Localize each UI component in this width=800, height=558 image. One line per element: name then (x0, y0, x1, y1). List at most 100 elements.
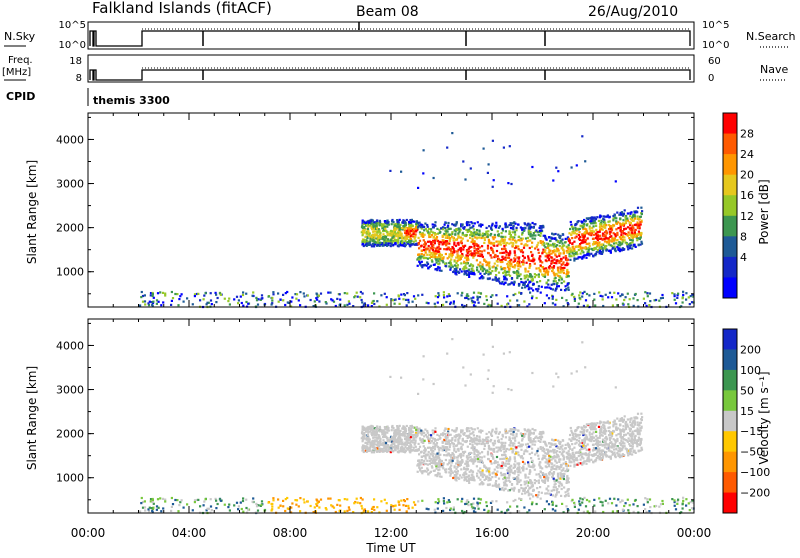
power-cell (386, 296, 388, 298)
power-cell (615, 180, 617, 182)
power-cell (627, 246, 629, 248)
power-cell (514, 264, 516, 266)
power-cell (619, 223, 621, 225)
power-cell (446, 242, 448, 244)
power-cell (215, 301, 217, 303)
power-cell (417, 254, 419, 256)
velocity-cell (477, 427, 479, 429)
power-cell (609, 220, 611, 222)
velocity-cell (432, 455, 434, 457)
velocity-cell (436, 475, 438, 477)
velocity-cell (538, 482, 540, 484)
power-cell (508, 254, 510, 256)
power-cell (495, 294, 497, 296)
power-cell (426, 254, 428, 256)
power-cell (285, 292, 287, 294)
power-cell (554, 238, 556, 240)
power-cell (487, 245, 489, 247)
velocity-cell (585, 445, 587, 447)
power-cell (509, 300, 511, 302)
power-cell (588, 294, 590, 296)
velocity-cell (593, 440, 595, 442)
velocity-cell (529, 453, 531, 455)
velocity-cell (491, 463, 493, 465)
power-cell (501, 283, 503, 285)
power-cell (520, 243, 522, 245)
power-cell (468, 276, 470, 278)
velocity-cell (552, 494, 554, 496)
power-cell (422, 264, 424, 266)
power-cell (629, 213, 631, 215)
power-cell (407, 227, 409, 229)
power-cell (557, 170, 559, 172)
power-cell (601, 244, 603, 246)
velocity-cell (521, 455, 523, 457)
velocity-cell (537, 448, 539, 450)
power-cell (563, 272, 565, 274)
beam-title: Beam 08 (356, 4, 419, 20)
velocity-cell (484, 445, 486, 447)
power-cell (392, 236, 394, 238)
power-cell (448, 256, 450, 258)
power-cell (621, 211, 623, 213)
power-cell (426, 265, 428, 267)
power-cell (640, 241, 642, 243)
power-cell (381, 225, 383, 227)
power-cell (465, 272, 467, 274)
velocity-cell (503, 451, 505, 453)
power-cell (574, 300, 576, 302)
power-cell (461, 224, 463, 226)
power-cell (532, 222, 534, 224)
power-cell (290, 301, 292, 303)
power-cell (595, 233, 597, 235)
power-cell (376, 223, 378, 225)
velocity-cell (423, 435, 425, 437)
power-cell (510, 183, 512, 185)
power-cell (390, 242, 392, 244)
velocity-cell (486, 433, 488, 435)
power-cell (518, 239, 520, 241)
velocity-cell (595, 431, 597, 433)
velocity-cell (464, 451, 466, 453)
power-cell (565, 255, 567, 257)
power-cell (373, 223, 375, 225)
power-cell (476, 245, 478, 247)
power-cell (356, 292, 358, 294)
power-cell (607, 296, 609, 298)
power-cell (682, 291, 684, 293)
velocity-cell (566, 475, 568, 477)
power-cell (357, 296, 359, 298)
power-cell (394, 227, 396, 229)
velocity-cell (522, 469, 524, 471)
power-cell (512, 244, 514, 246)
power-cell (481, 268, 483, 270)
power-cell (437, 302, 439, 304)
velocity-cell (544, 482, 546, 484)
velocity-cell (532, 489, 534, 491)
power-cell (626, 243, 628, 245)
velocity-cell (566, 452, 568, 454)
power-cell (563, 252, 565, 254)
velocity-cell (540, 438, 542, 440)
power-cell (566, 269, 568, 271)
power-cell (371, 245, 373, 247)
power-cell (675, 302, 677, 304)
velocity-cell (494, 469, 496, 471)
power-cell (318, 295, 320, 297)
power-cell (379, 221, 381, 223)
velocity-cell (526, 468, 528, 470)
power-cell (473, 228, 475, 230)
velocity-cell (371, 442, 373, 444)
power-cell (386, 245, 388, 247)
power-cell (613, 242, 615, 244)
velocity-cell (595, 443, 597, 445)
velocity-cell (422, 442, 424, 444)
velocity-cell (558, 477, 560, 479)
power-cell (545, 255, 547, 257)
power-cell (442, 257, 444, 259)
power-cell (569, 242, 571, 244)
velocity-cell (531, 482, 533, 484)
power-cell (622, 303, 624, 305)
